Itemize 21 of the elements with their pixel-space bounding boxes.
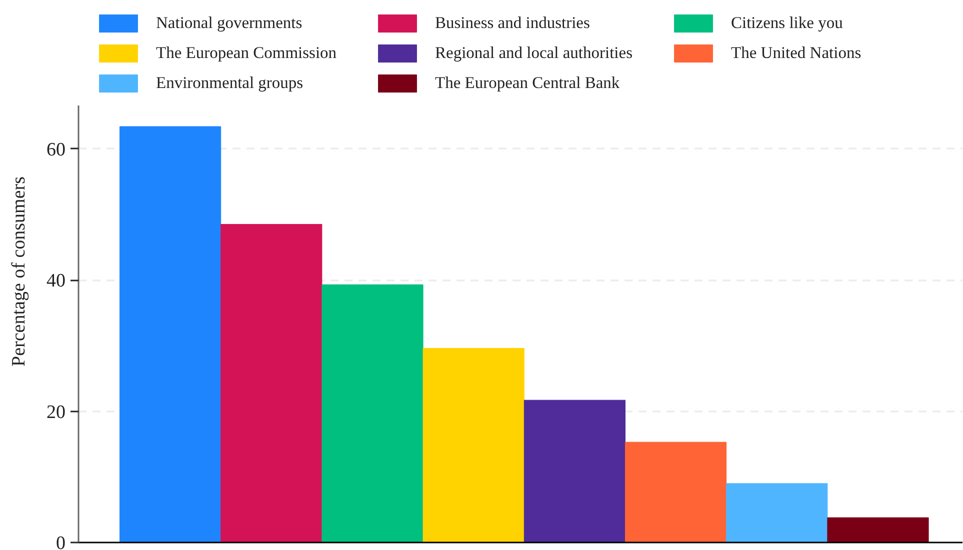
y-axis-title: Percentage of consumers [8, 176, 30, 366]
legend-label: Environmental groups [156, 72, 304, 94]
bar [624, 442, 727, 542]
y-tick-label: 60 [46, 139, 66, 160]
legend-label: The European Commission [156, 42, 337, 64]
legend-label: National governments [156, 12, 302, 34]
y-tick-label: 20 [46, 402, 66, 423]
legend-label: Citizens like you [731, 12, 843, 34]
bar [120, 126, 222, 542]
y-tick-label: 0 [56, 533, 66, 550]
bar [322, 284, 424, 542]
bar [422, 348, 524, 542]
legend-label: Business and industries [435, 12, 590, 34]
legend-label: The European Central Bank [435, 72, 620, 94]
bar [524, 400, 626, 542]
legend-label: The United Nations [731, 42, 862, 64]
bar [827, 517, 929, 542]
y-tick-label: 40 [46, 270, 66, 292]
bar [726, 483, 828, 542]
bar [220, 224, 322, 542]
legend-label: Regional and local authorities [435, 42, 632, 64]
